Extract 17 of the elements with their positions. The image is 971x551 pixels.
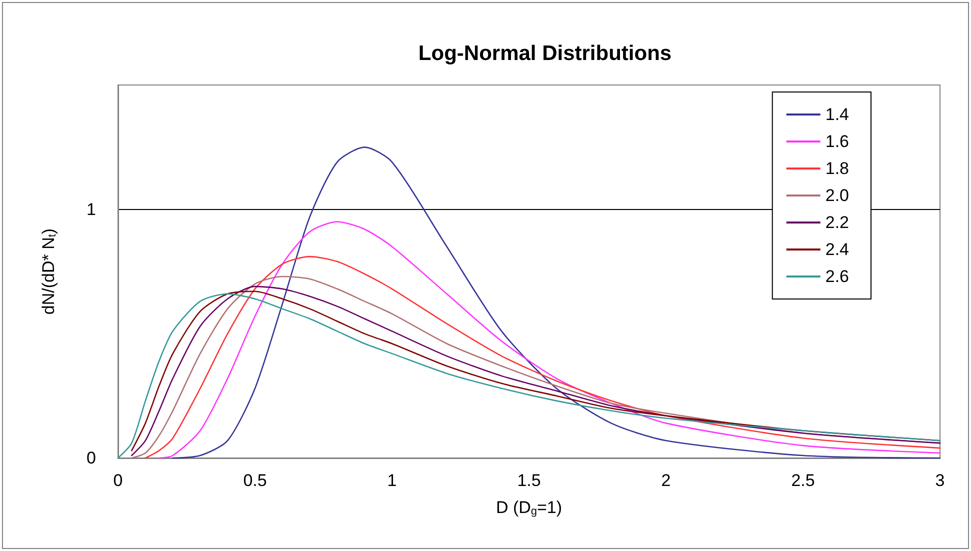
legend-label: 2.0 <box>825 186 850 205</box>
x-tick-label: 0.5 <box>243 471 267 490</box>
x-tick-label: 1.5 <box>517 471 541 490</box>
legend-label: 2.4 <box>825 240 850 259</box>
x-tick-label: 0 <box>113 471 123 490</box>
line-series <box>172 146 941 459</box>
chart-title: Log-Normal Distributions <box>418 42 672 65</box>
legend-label: 1.6 <box>825 132 850 151</box>
legend-label: 1.4 <box>825 105 850 124</box>
x-tick-label: 3 <box>935 471 945 490</box>
x-tick-label: 1 <box>387 471 397 490</box>
x-tick-label: 2.5 <box>791 471 815 490</box>
legend-label: 1.8 <box>825 159 850 178</box>
legend-label: 2.6 <box>825 267 850 286</box>
y-axis-title: dN/(dD* Nt) <box>39 228 58 315</box>
x-tick-label: 2 <box>661 471 671 490</box>
legend-label: 2.2 <box>825 213 850 232</box>
